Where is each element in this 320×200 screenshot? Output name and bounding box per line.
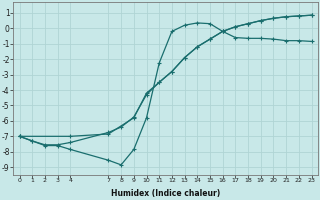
X-axis label: Humidex (Indice chaleur): Humidex (Indice chaleur) [111,189,220,198]
